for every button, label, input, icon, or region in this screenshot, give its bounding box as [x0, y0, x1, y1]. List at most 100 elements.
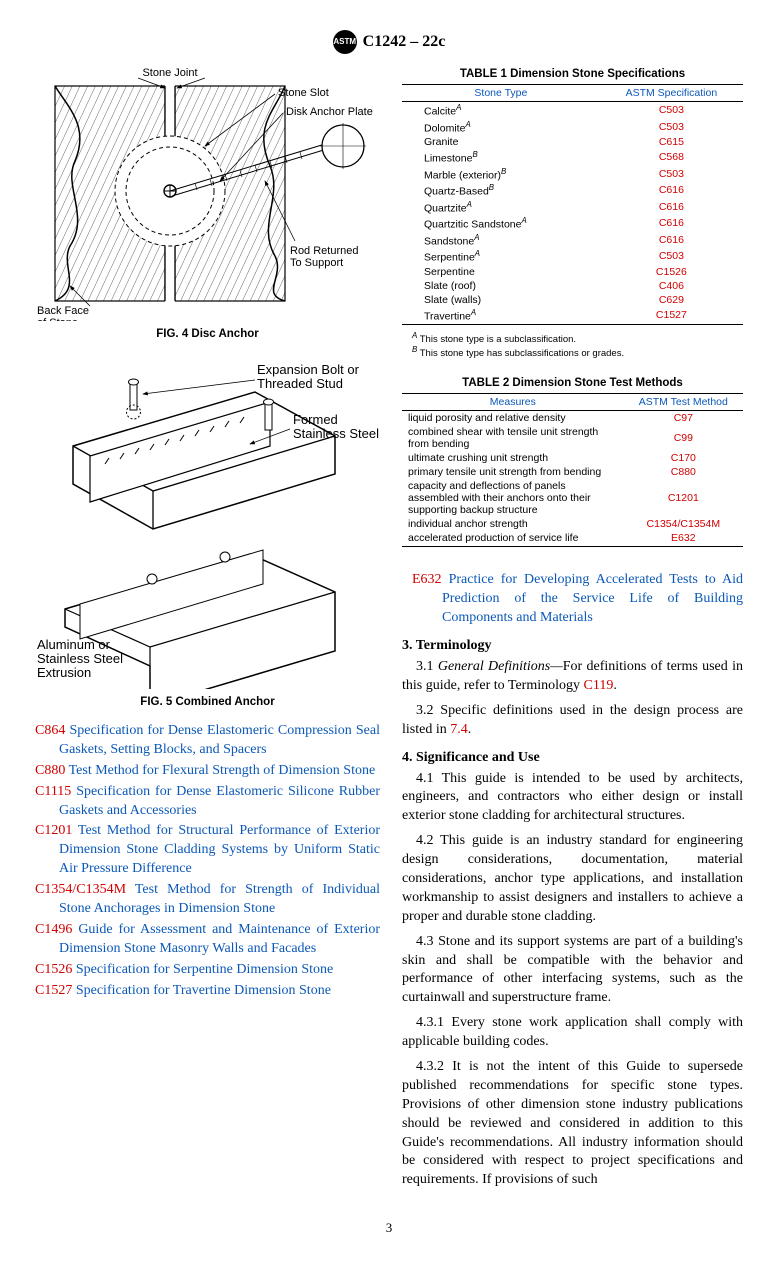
footnote-b: This stone type has subclassifications o…: [420, 348, 624, 359]
table1-footnotes: A This stone type is a subclassification…: [402, 331, 743, 359]
table-row: liquid porosity and relative densityC97: [402, 411, 743, 426]
astm-spec-cell[interactable]: C503: [600, 166, 743, 183]
table-row: combined shear with tensile unit strengt…: [402, 425, 743, 451]
right-reference-e632: E632 Practice for Developing Accelerated…: [402, 571, 743, 628]
ref-title[interactable]: Test Method for Flexural Strength of Dim…: [69, 763, 376, 778]
fig5-label-ext2: Stainless Steel: [37, 651, 123, 666]
test-method-cell[interactable]: C97: [624, 411, 743, 426]
ref-code[interactable]: C1201: [35, 823, 72, 838]
reference-item: C1527 Specification for Travertine Dimen…: [35, 982, 380, 1001]
test-method-cell[interactable]: E632: [624, 531, 743, 547]
ref-title[interactable]: Specification for Dense Elastomeric Sili…: [59, 784, 380, 818]
astm-spec-cell[interactable]: C503: [600, 119, 743, 136]
fig5-label-exp2: Threaded Stud: [257, 376, 343, 391]
ref-code[interactable]: C1526: [35, 962, 72, 977]
ref-title[interactable]: Specification for Dense Elastomeric Comp…: [59, 723, 380, 757]
stone-type-cell: Granite: [402, 135, 600, 149]
astm-spec-cell[interactable]: C503: [600, 248, 743, 265]
test-method-cell[interactable]: C1201: [624, 479, 743, 517]
fig5-caption: FIG. 5 Combined Anchor: [35, 696, 380, 708]
table-row: capacity and deflections of panels assem…: [402, 479, 743, 517]
svg-text:Expansion Bolt orThreaded Stud: Expansion Bolt orThreaded Stud: [257, 362, 360, 391]
fig4-label-stone-joint: Stone Joint: [142, 67, 197, 79]
ref-title[interactable]: Guide for Assessment and Maintenance of …: [59, 922, 380, 956]
measure-cell: capacity and deflections of panels assem…: [402, 479, 624, 517]
figure-4: Stone Joint Stone Slot Disk Anchor Plate…: [35, 66, 380, 340]
measure-cell: combined shear with tensile unit strengt…: [402, 425, 624, 451]
ref-code[interactable]: C864: [35, 723, 65, 738]
stone-type-cell: Marble (exterior)B: [402, 166, 600, 183]
astm-spec-cell[interactable]: C1527: [600, 307, 743, 325]
test-method-cell[interactable]: C170: [624, 451, 743, 465]
ref-code[interactable]: C880: [35, 763, 65, 778]
astm-spec-cell[interactable]: C1526: [600, 265, 743, 279]
svg-text:Back Faceof Stone: Back Faceof Stone: [37, 305, 89, 321]
reference-item: C1526 Specification for Serpentine Dimen…: [35, 961, 380, 980]
link-7-4[interactable]: 7.4: [450, 722, 468, 737]
astm-spec-cell[interactable]: C616: [600, 182, 743, 199]
fig4-label-disk-anchor: Disk Anchor Plate: [286, 106, 373, 118]
table-row: CalciteAC503: [402, 102, 743, 119]
stone-type-cell: Quartz-BasedB: [402, 182, 600, 199]
fig5-label-formed2: Stainless Steel: [293, 426, 379, 441]
para-4-3-1: 4.3.1 Every stone work application shall…: [402, 1014, 743, 1052]
ref-code[interactable]: C1527: [35, 983, 72, 998]
fig5-svg: Expansion Bolt orThreaded Stud FormedSta…: [35, 354, 380, 689]
table-row: DolomiteAC503: [402, 119, 743, 136]
fig5-label-exp1: Expansion Bolt or: [257, 362, 360, 377]
stone-type-cell: LimestoneB: [402, 149, 600, 166]
test-method-cell[interactable]: C880: [624, 465, 743, 479]
ref-title-e632[interactable]: Practice for Developing Accelerated Test…: [442, 572, 743, 625]
page-number: 3: [35, 1220, 743, 1236]
stone-type-cell: QuartziteA: [402, 199, 600, 216]
fig5-label-ext1: Aluminum or: [37, 637, 111, 652]
fig4-label-rod2: To Support: [290, 257, 343, 269]
astm-spec-cell[interactable]: C406: [600, 279, 743, 293]
test-method-cell[interactable]: C99: [624, 425, 743, 451]
astm-spec-cell[interactable]: C616: [600, 199, 743, 216]
fig4-label-back2: of Stone: [37, 317, 78, 321]
stone-type-cell: Serpentine: [402, 265, 600, 279]
table-row: TravertineAC1527: [402, 307, 743, 325]
astm-spec-cell[interactable]: C568: [600, 149, 743, 166]
fig4-label-back1: Back Face: [37, 305, 89, 317]
measure-cell: liquid porosity and relative density: [402, 411, 624, 426]
astm-spec-cell[interactable]: C503: [600, 102, 743, 119]
right-column: TABLE 1 Dimension Stone Specifications S…: [402, 66, 743, 1196]
ref-code-e632[interactable]: E632: [412, 572, 442, 587]
stone-type-cell: TravertineA: [402, 307, 600, 325]
astm-spec-cell[interactable]: C629: [600, 293, 743, 307]
ref-title[interactable]: Test Method for Structural Performance o…: [59, 823, 380, 876]
test-method-cell[interactable]: C1354/C1354M: [624, 517, 743, 531]
para-4-1: 4.1 This guide is intended to be used by…: [402, 770, 743, 827]
link-c119[interactable]: C119: [584, 678, 614, 693]
reference-item: C864 Specification for Dense Elastomeric…: [35, 722, 380, 760]
para-4-2: 4.2 This guide is an industry standard f…: [402, 832, 743, 926]
fig5-label-ext3: Extrusion: [37, 665, 91, 680]
fig4-caption: FIG. 4 Disc Anchor: [35, 328, 380, 340]
svg-text:FormedStainless Steel: FormedStainless Steel: [293, 412, 379, 441]
fig5-label-formed1: Formed: [293, 412, 338, 427]
ref-code[interactable]: C1115: [35, 784, 71, 799]
fig4-svg: Stone Joint Stone Slot Disk Anchor Plate…: [35, 66, 380, 321]
ref-title[interactable]: Specification for Serpentine Dimension S…: [76, 962, 333, 977]
para-4-3-2: 4.3.2 It is not the intent of this Guide…: [402, 1058, 743, 1190]
ref-code[interactable]: C1354/C1354M: [35, 882, 126, 897]
measure-cell: ultimate crushing unit strength: [402, 451, 624, 465]
astm-spec-cell[interactable]: C616: [600, 232, 743, 249]
table-row: QuartziteAC616: [402, 199, 743, 216]
para-3-1: 3.1 General Definitions—For definitions …: [402, 658, 743, 696]
reference-item: C1354/C1354M Test Method for Strength of…: [35, 881, 380, 919]
table-row: SerpentineAC503: [402, 248, 743, 265]
table-row: SerpentineC1526: [402, 265, 743, 279]
table-row: individual anchor strengthC1354/C1354M: [402, 517, 743, 531]
measure-cell: individual anchor strength: [402, 517, 624, 531]
table-row: ultimate crushing unit strengthC170: [402, 451, 743, 465]
astm-spec-cell[interactable]: C615: [600, 135, 743, 149]
ref-title[interactable]: Specification for Travertine Dimension S…: [76, 983, 331, 998]
table-row: Quartz-BasedBC616: [402, 182, 743, 199]
ref-code[interactable]: C1496: [35, 922, 72, 937]
section-4-heading: 4. Significance and Use: [402, 750, 743, 766]
astm-spec-cell[interactable]: C616: [600, 215, 743, 232]
stone-type-cell: SerpentineA: [402, 248, 600, 265]
